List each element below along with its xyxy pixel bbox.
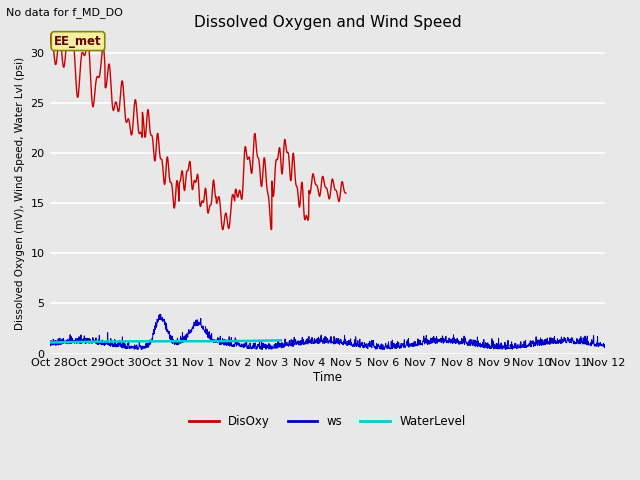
Y-axis label: Dissolved Oxygen (mV), Wind Speed, Water Lvl (psi): Dissolved Oxygen (mV), Wind Speed, Water… [15,57,25,330]
Text: EE_met: EE_met [54,35,102,48]
X-axis label: Time: Time [313,371,342,384]
Legend: DisOxy, ws, WaterLevel: DisOxy, ws, WaterLevel [184,411,470,433]
Title: Dissolved Oxygen and Wind Speed: Dissolved Oxygen and Wind Speed [194,15,461,30]
Text: No data for f_MD_DO: No data for f_MD_DO [6,7,124,18]
